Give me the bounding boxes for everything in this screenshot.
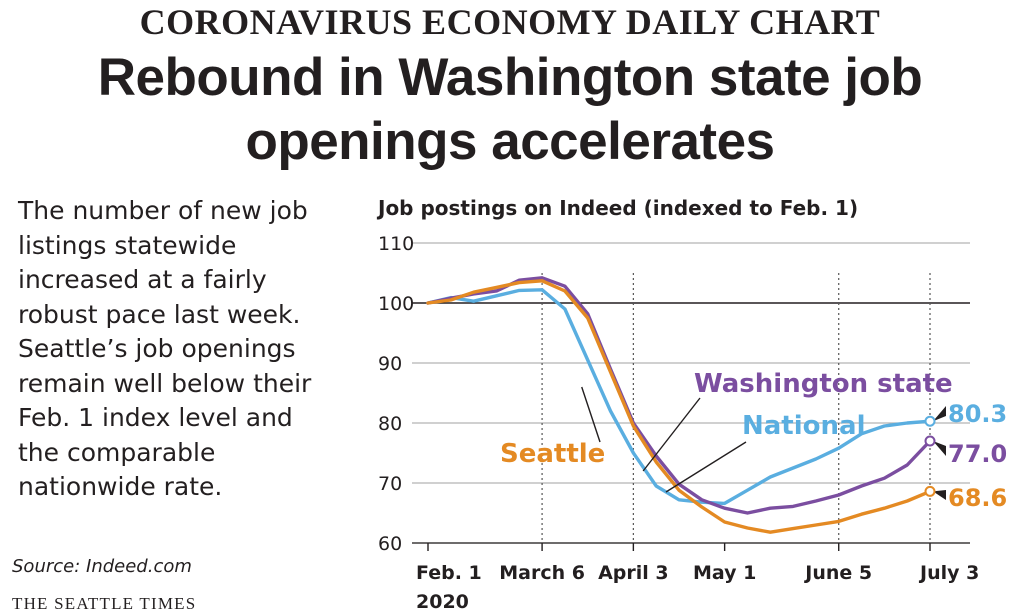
value-pointer <box>933 406 946 422</box>
chatter-line: remain well below their <box>18 368 312 398</box>
leader-line <box>642 397 701 472</box>
endpoint-marker <box>924 485 936 497</box>
gridlines <box>412 242 970 544</box>
headline-line-2: openings accelerates <box>245 112 775 171</box>
end-value-label: 80.3 <box>948 400 1007 428</box>
kicker: CORONAVIRUS ECONOMY DAILY CHART <box>139 2 881 42</box>
chatter-line: robust pace last week. <box>18 299 301 329</box>
series-line-seattle <box>426 279 932 534</box>
chatter-line: The number of new job <box>18 196 308 225</box>
x-tick-sublabel: 2020 <box>416 591 469 613</box>
publication-credit: THE SEATTLE TIMES <box>12 594 197 613</box>
series-annotations: 80.3 77.0 68.6 National Washington state Seat… <box>500 369 1007 512</box>
x-tick-label: April 3 <box>598 562 669 584</box>
chart-title: Job postings on Indeed (indexed to Feb. … <box>376 196 858 220</box>
y-tick-label: 90 <box>378 353 402 375</box>
y-axis: 60 70 80 90 100 110 <box>378 233 414 555</box>
chatter-text: The number of new job listings statewide… <box>18 194 348 505</box>
endpoint-marker <box>924 415 936 427</box>
headline-line-1: Rebound in Washington state job <box>97 48 923 107</box>
x-axis: Feb. 1 2020 March 6 April 3 May 1 June 5 July … <box>416 543 979 613</box>
value-pointer <box>933 441 946 456</box>
series-line-national <box>426 288 932 506</box>
x-tick-label: May 1 <box>693 562 756 584</box>
chatter-line: Feb. 1 index level and <box>18 403 293 432</box>
y-tick-label: 80 <box>378 413 402 435</box>
x-tick-label: Feb. 1 <box>416 562 482 584</box>
end-value-label: 68.6 <box>948 484 1007 512</box>
leader-line <box>581 386 601 443</box>
y-tick-label: 100 <box>378 293 414 315</box>
chatter-line: increased at a fairly <box>18 265 267 294</box>
endpoint-marker <box>924 435 936 447</box>
x-tick-label: July 3 <box>918 562 979 584</box>
y-tick-label: 60 <box>378 533 402 555</box>
series-name-label: Washington state <box>694 369 953 399</box>
leader-line <box>665 441 747 493</box>
value-pointer <box>933 490 946 500</box>
date-guides <box>541 273 931 543</box>
y-tick-label: 110 <box>378 233 414 255</box>
chatter-line: nationwide rate. <box>18 472 223 501</box>
series-name-label: Seattle <box>500 439 605 469</box>
x-tick-label: March 6 <box>499 562 585 584</box>
end-value-label: 77.0 <box>948 440 1007 468</box>
y-tick-label: 70 <box>378 473 402 495</box>
headline: Rebound in Washington state job openings… <box>0 46 1020 174</box>
x-tick-label: June 5 <box>803 562 872 584</box>
source-note: Source: Indeed.com <box>12 556 192 577</box>
chatter-line: listings statewide <box>18 230 237 260</box>
chatter-line: Seattle’s job openings <box>18 334 296 363</box>
series-name-label: National <box>742 411 865 441</box>
chatter-line: the comparable <box>18 437 216 467</box>
series-lines <box>426 276 932 534</box>
